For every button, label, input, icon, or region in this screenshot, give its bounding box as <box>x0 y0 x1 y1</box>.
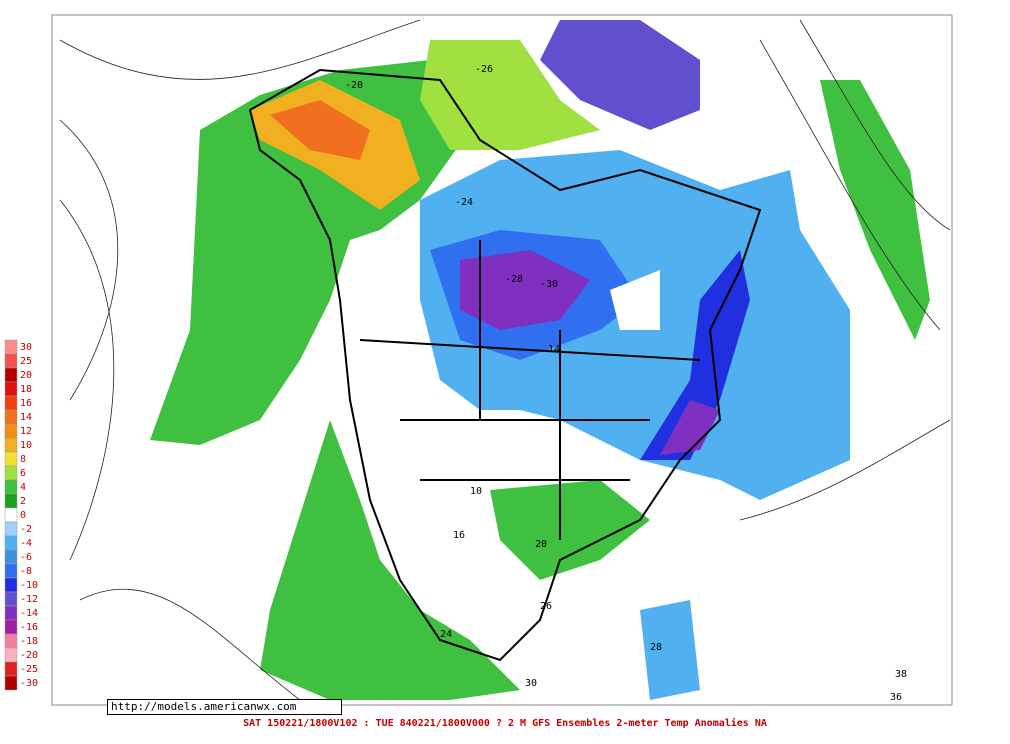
legend-swatch <box>4 647 18 663</box>
legend-swatch <box>4 493 18 509</box>
legend-label: -12 <box>20 594 38 605</box>
legend-swatch <box>4 339 18 355</box>
legend-swatch <box>4 661 18 677</box>
legend-swatch <box>4 549 18 565</box>
legend-swatch <box>4 591 18 607</box>
coastlines <box>248 68 762 662</box>
legend-label: -25 <box>20 664 38 675</box>
contour-label: -28 <box>505 274 523 285</box>
legend-label: 6 <box>20 468 26 479</box>
legend-label: -2 <box>20 524 32 535</box>
legend-swatch <box>4 479 18 495</box>
legend-swatch <box>4 675 18 691</box>
legend-swatch <box>4 465 18 481</box>
legend-label: 20 <box>20 370 32 381</box>
contour-label: 26 <box>540 601 552 612</box>
legend-swatch <box>4 577 18 593</box>
legend-label: -4 <box>20 538 32 549</box>
legend-label: 18 <box>20 384 32 395</box>
legend-swatch <box>4 633 18 649</box>
legend-label: 12 <box>20 426 32 437</box>
contour-label: -20 <box>345 80 363 91</box>
legend-swatch <box>4 395 18 411</box>
contour-label: -26 <box>475 64 493 75</box>
legend-label: -16 <box>20 622 38 633</box>
legend-label: 14 <box>20 412 32 423</box>
legend-label: 0 <box>20 510 26 521</box>
legend-label: -20 <box>20 650 38 661</box>
legend-swatch <box>4 507 18 523</box>
legend-label: 25 <box>20 356 32 367</box>
legend-swatch <box>4 521 18 537</box>
legend-label: -30 <box>20 678 38 689</box>
source-url: http://models.americanwx.com <box>107 699 342 715</box>
contour-label: 36 <box>890 692 902 703</box>
contour-label: 14 <box>548 344 560 355</box>
contour-label: 16 <box>453 530 465 541</box>
contour-label: -24 <box>455 197 473 208</box>
legend-label: 2 <box>20 496 26 507</box>
legend-swatch <box>4 353 18 369</box>
contour-label: 10 <box>470 486 482 497</box>
legend-label: 8 <box>20 454 26 465</box>
contour-label: 30 <box>525 678 537 689</box>
legend-swatch <box>4 423 18 439</box>
legend-label: -14 <box>20 608 38 619</box>
legend-swatch <box>4 563 18 579</box>
contour-label: -30 <box>540 279 558 290</box>
legend-swatch <box>4 451 18 467</box>
legend-label: -18 <box>20 636 38 647</box>
contours <box>59 19 951 701</box>
legend-label: 10 <box>20 440 32 451</box>
contour-label: 28 <box>650 642 662 653</box>
anomaly-fill <box>150 20 930 700</box>
footer-caption: SAT 150221/1800V102 : TUE 840221/1800V00… <box>243 718 767 729</box>
legend-swatch <box>4 409 18 425</box>
legend-swatch <box>4 619 18 635</box>
legend-swatch <box>4 437 18 453</box>
legend-label: 30 <box>20 342 32 353</box>
contour-label: 24 <box>440 629 452 640</box>
legend-label: 4 <box>20 482 26 493</box>
contour-label: 38 <box>895 669 907 680</box>
legend-swatch <box>4 605 18 621</box>
legend-swatch <box>4 367 18 383</box>
legend-swatch <box>4 535 18 551</box>
legend-label: -8 <box>20 566 32 577</box>
legend-label: -6 <box>20 552 32 563</box>
legend-swatch <box>4 381 18 397</box>
contour-label: 20 <box>535 539 547 550</box>
legend-label: -10 <box>20 580 38 591</box>
legend-label: 16 <box>20 398 32 409</box>
